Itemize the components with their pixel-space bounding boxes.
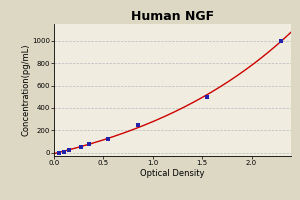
Point: [66, 148, 71, 151]
Point: [279, 39, 283, 42]
Point: [136, 123, 140, 126]
Title: Human NGF: Human NGF: [131, 10, 214, 23]
Point: [78, 145, 83, 149]
Point: [205, 95, 209, 98]
Y-axis label: Concentration(pg/mL): Concentration(pg/mL): [21, 44, 30, 136]
Point: [61, 150, 66, 153]
X-axis label: Optical Density: Optical Density: [140, 169, 205, 178]
Point: [106, 137, 111, 140]
Point: [56, 151, 61, 154]
Point: [86, 143, 91, 146]
